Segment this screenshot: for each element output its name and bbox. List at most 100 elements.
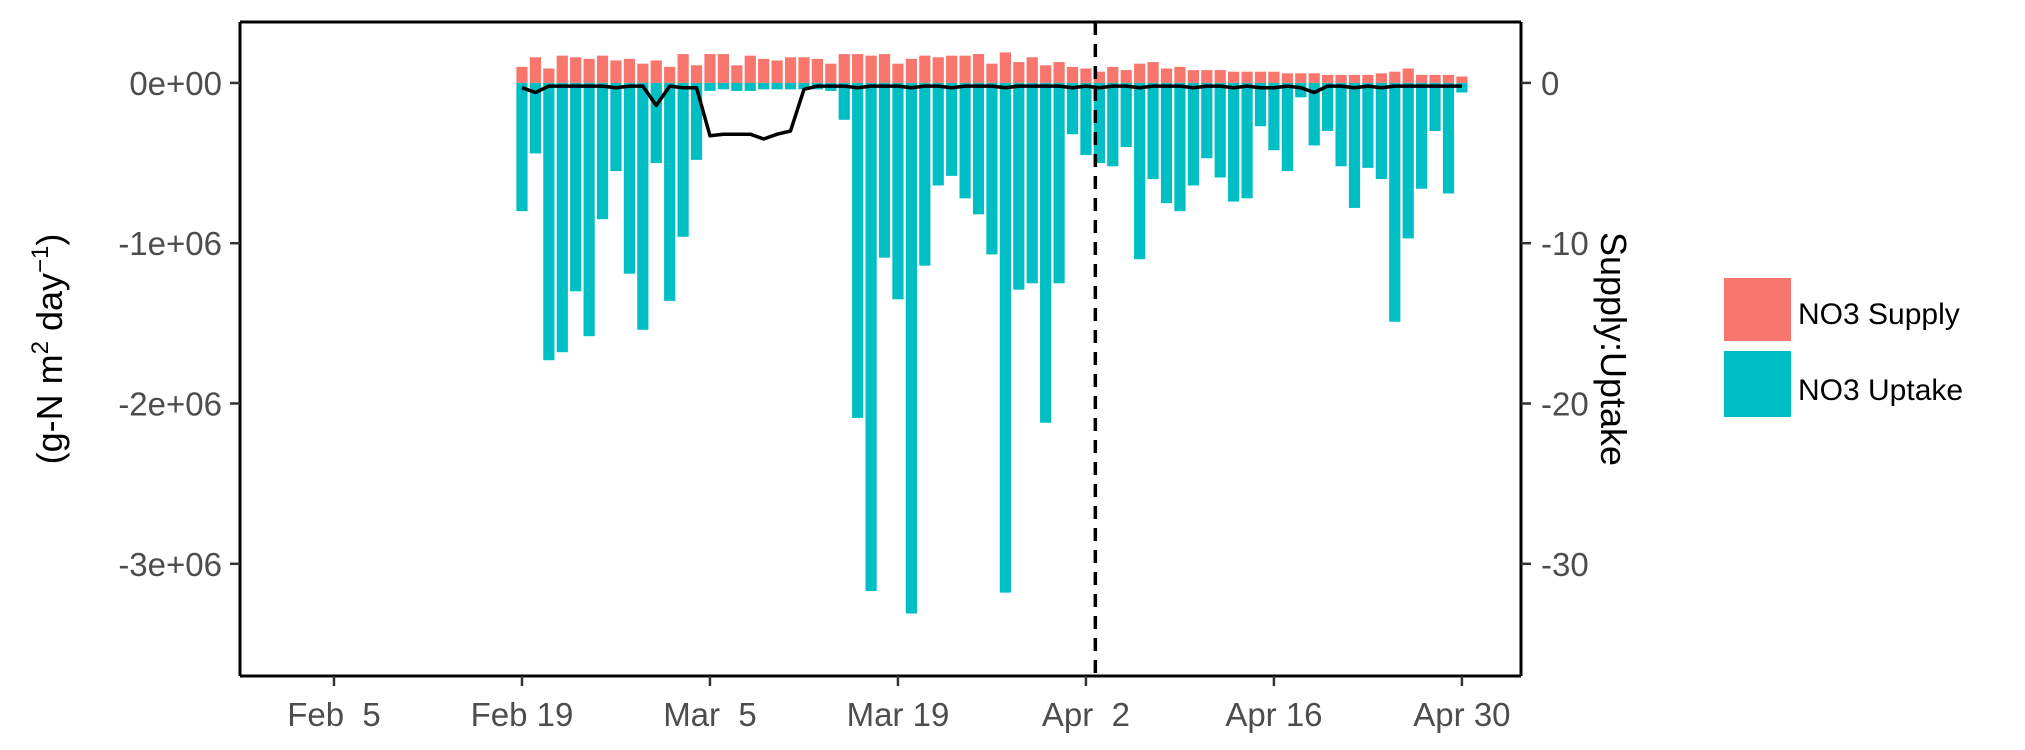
uptake-bar	[1174, 82, 1186, 212]
uptake-bar	[623, 82, 636, 274]
supply-bar	[1335, 74, 1347, 83]
uptake-bar	[1107, 82, 1119, 167]
supply-bar	[1187, 70, 1199, 83]
supply-bar	[623, 58, 636, 83]
uptake-bar	[650, 82, 662, 164]
supply-bar	[1174, 66, 1186, 83]
supply-bar	[1295, 73, 1307, 83]
supply-bar	[1066, 66, 1079, 83]
supply-bar	[758, 58, 770, 83]
uptake-bar	[1402, 82, 1414, 239]
supply-bar	[1308, 73, 1320, 83]
y-left-tick-label: -3e+06	[118, 546, 222, 583]
legend-label-supply: NO3 Supply	[1798, 298, 1960, 331]
uptake-bar	[919, 82, 931, 266]
uptake-bar	[596, 82, 609, 220]
uptake-bar	[932, 82, 944, 186]
uptake-bar	[1362, 82, 1374, 168]
supply-bar	[1416, 74, 1428, 83]
uptake-bar	[1120, 82, 1132, 148]
supply-bar	[892, 63, 904, 83]
supply-bar	[704, 54, 716, 83]
supply-bar	[852, 54, 864, 83]
supply-bar	[1228, 71, 1240, 83]
uptake-bar	[1214, 82, 1226, 178]
uptake-bar	[543, 82, 555, 361]
legend: NO3 Supply NO3 Uptake	[1724, 278, 1963, 417]
uptake-bar	[1375, 82, 1387, 180]
legend-key-supply	[1724, 278, 1791, 341]
x-tick-label: Mar 19	[847, 696, 950, 733]
uptake-bar	[986, 82, 998, 255]
uptake-bar	[784, 82, 797, 90]
supply-bar	[1147, 62, 1159, 83]
supply-bar	[1026, 57, 1038, 83]
x-tick-label: Apr 30	[1413, 696, 1510, 733]
supply-bar	[1281, 73, 1293, 83]
uptake-bar	[1429, 82, 1441, 131]
uptake-bar	[946, 82, 958, 176]
supply-bar	[1080, 68, 1092, 83]
uptake-bar	[529, 82, 542, 154]
uptake-bar	[878, 82, 891, 258]
supply-bars	[516, 52, 1468, 83]
uptake-bar	[1254, 82, 1267, 127]
supply-bar	[1429, 74, 1441, 83]
uptake-bar	[1040, 82, 1052, 423]
legend-label-uptake: NO3 Uptake	[1798, 374, 1963, 407]
axes: 0e+00 -1e+06 -2e+06 -3e+06 0 -10 -20 -30 Feb 5 Fe…	[118, 20, 1589, 733]
supply-bar	[529, 57, 542, 83]
supply-bar	[1201, 70, 1213, 83]
uptake-bar	[1013, 82, 1025, 290]
supply-bar	[717, 54, 729, 83]
y-left-tick-label: -2e+06	[118, 386, 222, 423]
uptake-bar	[838, 82, 850, 120]
uptake-bar	[1335, 82, 1347, 167]
uptake-bar	[1147, 82, 1159, 180]
supply-bar	[1093, 71, 1105, 83]
supply-bar	[610, 60, 622, 83]
supply-bar	[690, 65, 703, 83]
supply-bar	[1134, 63, 1146, 83]
uptake-bar	[1228, 82, 1240, 202]
uptake-bar	[1456, 82, 1468, 93]
uptake-bar	[959, 82, 971, 199]
uptake-bar	[677, 82, 689, 237]
supply-bar	[811, 58, 823, 83]
uptake-bar	[1308, 82, 1320, 146]
x-tick-label: Apr 2	[1042, 696, 1130, 733]
uptake-bar	[1160, 82, 1173, 204]
supply-bar	[825, 63, 837, 83]
uptake-bar	[905, 82, 917, 614]
supply-bar	[905, 58, 917, 83]
uptake-bar	[865, 82, 877, 592]
uptake-bar	[704, 82, 716, 91]
x-tick-label: Mar 5	[663, 696, 757, 733]
uptake-bar	[1066, 82, 1079, 135]
uptake-bar	[744, 82, 756, 91]
supply-bar	[999, 52, 1011, 83]
supply-bar	[1160, 68, 1173, 83]
uptake-bar	[1416, 82, 1428, 189]
supply-bar	[1442, 74, 1455, 83]
y-axis-right-title: Supply:Uptake	[1593, 232, 1634, 466]
supply-bar	[878, 54, 891, 83]
uptake-bar	[852, 82, 864, 418]
supply-bar	[744, 55, 756, 83]
supply-bar	[972, 54, 985, 83]
supply-bar	[1241, 71, 1253, 83]
supply-bar	[677, 54, 689, 83]
supply-bar	[959, 55, 971, 83]
legend-key-uptake	[1724, 351, 1791, 417]
supply-bar	[1322, 74, 1334, 83]
supply-bar	[838, 54, 850, 83]
uptake-bar	[1241, 82, 1253, 199]
uptake-bar	[717, 82, 729, 90]
uptake-bar	[1134, 82, 1146, 260]
uptake-bar	[1187, 82, 1199, 186]
supply-bar	[583, 58, 595, 83]
uptake-bar	[1268, 82, 1280, 151]
y-left-tick-label: 0e+00	[129, 65, 222, 102]
y-axis-left-title-mid: day	[29, 273, 70, 341]
uptake-bar	[1093, 82, 1105, 164]
